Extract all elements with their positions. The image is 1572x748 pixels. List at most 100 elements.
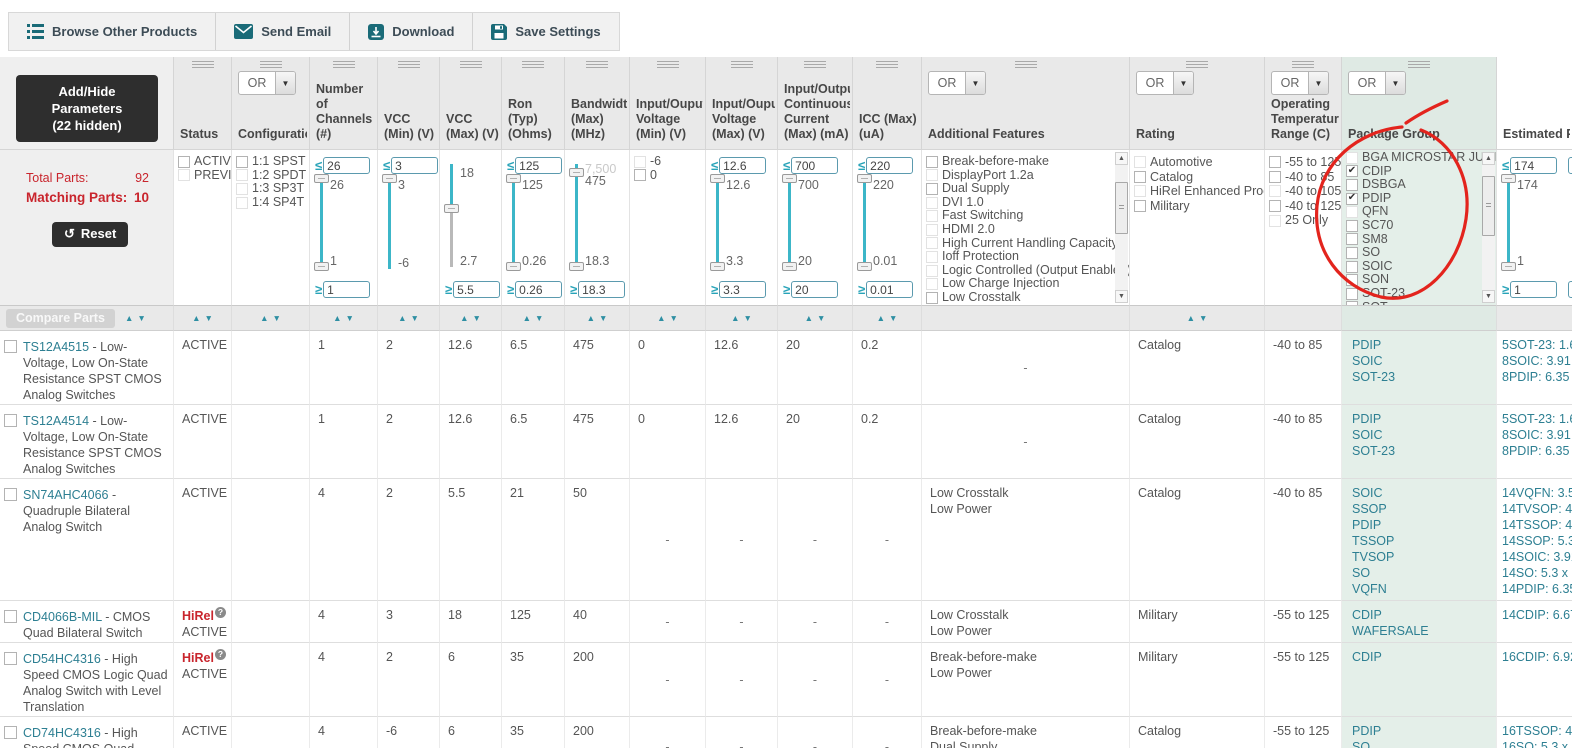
checkbox-icon[interactable] [1269, 156, 1281, 168]
checkbox-icon[interactable] [178, 156, 190, 168]
checkbox-item[interactable]: -6 [634, 155, 705, 169]
checkbox-item[interactable]: 1:4 SP4T [236, 196, 309, 210]
bandwidth-min-input[interactable] [578, 281, 625, 298]
checkbox-icon[interactable] [926, 169, 938, 181]
vcc-min-slider-handle-top[interactable] [382, 174, 397, 183]
package-link[interactable]: TSSOP [1352, 533, 1493, 549]
drag-handle-icon[interactable] [460, 61, 482, 69]
checkbox-item[interactable]: 25 Only [1269, 213, 1341, 228]
package-link[interactable]: SOIC [1352, 485, 1493, 501]
part-number-link[interactable]: CD54HC4316 [23, 652, 101, 666]
sort-arrows[interactable]: ▲▼ [460, 313, 481, 323]
ron-slider-track[interactable] [512, 177, 515, 267]
browse-other-products-button[interactable]: Browse Other Products [9, 13, 216, 50]
part-select-checkbox[interactable] [4, 652, 17, 665]
package-link[interactable]: VQFN [1352, 581, 1493, 597]
package-link[interactable]: TVSOP [1352, 549, 1493, 565]
checkbox-item[interactable]: DVI 1.0 [926, 196, 1113, 210]
checked-checkbox-icon[interactable] [1346, 165, 1358, 177]
checkbox-icon[interactable] [236, 197, 248, 209]
checkbox-icon[interactable] [634, 169, 646, 181]
drag-handle-icon[interactable] [586, 61, 608, 69]
package-link[interactable]: CDIP [1352, 607, 1493, 623]
checkbox-icon[interactable] [1269, 171, 1281, 183]
scroll-down-icon[interactable]: ▼ [1482, 290, 1495, 303]
package-link[interactable]: SOT-23 [1352, 369, 1493, 385]
part-number-link[interactable]: CD4066B-MIL [23, 610, 102, 624]
checkbox-item[interactable]: DisplayPort 1.2a [926, 169, 1113, 183]
price-link[interactable]: 8PDIP: 6.35 x [1502, 443, 1569, 459]
checkbox-item[interactable]: HiRel Enhanced Product [1134, 184, 1264, 199]
ron-slider-handle-top[interactable] [506, 174, 521, 183]
package-link[interactable]: SOT-23 [1352, 443, 1493, 459]
scroll-up-icon[interactable]: ▲ [1482, 152, 1495, 165]
checked-checkbox-icon[interactable] [1346, 193, 1358, 205]
current-max-input[interactable] [791, 157, 838, 174]
rating-or-dropdown[interactable]: OR ▼ [1136, 71, 1194, 95]
drag-handle-icon[interactable] [731, 61, 753, 69]
icc-max-input[interactable] [866, 157, 913, 174]
checkbox-icon[interactable] [236, 169, 248, 181]
package-scrollbar[interactable]: ▲ ▼ [1482, 152, 1495, 303]
sort-arrows[interactable]: ▲▼ [1187, 313, 1208, 323]
checkbox-icon[interactable] [926, 224, 938, 236]
price-link[interactable]: 14SO: 5.3 x 1 [1502, 565, 1569, 581]
io-max-min-input[interactable] [719, 281, 766, 298]
scroll-up-icon[interactable]: ▲ [1115, 152, 1128, 165]
bandwidth-slider-handle-bottom[interactable] [569, 262, 584, 271]
checkbox-item[interactable]: DSBGA [1346, 178, 1480, 192]
checkbox-icon[interactable] [1346, 152, 1358, 164]
checkbox-item[interactable]: SO [1346, 246, 1480, 260]
package-link[interactable]: CDIP [1352, 649, 1493, 665]
package-link[interactable]: PDIP [1352, 723, 1493, 739]
sort-arrows[interactable]: ▲▼ [805, 313, 826, 323]
checkbox-item[interactable]: Logic Controlled (Output Enabled) [926, 264, 1113, 278]
sort-arrows[interactable]: ▲▼ [657, 313, 678, 323]
drag-handle-icon[interactable] [657, 61, 679, 69]
save-settings-button[interactable]: Save Settings [473, 13, 618, 50]
checkbox-icon[interactable] [926, 278, 938, 290]
sort-arrows[interactable]: ▲▼ [523, 313, 544, 323]
part-number-link[interactable]: SN74AHC4066 [23, 488, 108, 502]
ron-slider-handle-bottom[interactable] [506, 262, 521, 271]
sort-arrows[interactable]: ▲▼ [587, 313, 608, 323]
checkbox-item[interactable]: SM8 [1346, 233, 1480, 247]
current-min-input[interactable] [791, 281, 838, 298]
current-slider-handle-bottom[interactable] [782, 262, 797, 271]
part-select-checkbox[interactable] [4, 340, 17, 353]
checkbox-icon[interactable] [926, 265, 938, 277]
reset-button[interactable]: ↺Reset [52, 222, 128, 247]
price-link[interactable]: 14CDIP: 6.67 [1502, 607, 1569, 623]
checkbox-icon[interactable] [1346, 247, 1358, 259]
checkbox-icon[interactable] [1134, 200, 1146, 212]
estimated-max-input[interactable] [1510, 157, 1557, 174]
checkbox-item[interactable]: -55 to 125 [1269, 155, 1341, 170]
sort-arrows[interactable]: ▲▼ [192, 313, 213, 323]
sort-arrows[interactable]: ▲▼ [398, 313, 419, 323]
checkbox-icon[interactable] [1346, 179, 1358, 191]
ron-max-input[interactable] [515, 157, 562, 174]
drag-handle-icon[interactable] [1292, 61, 1314, 69]
drag-handle-icon[interactable] [876, 61, 898, 69]
vcc-max-min-input[interactable] [453, 281, 500, 298]
package-link[interactable]: SO [1352, 565, 1493, 581]
checkbox-icon[interactable] [634, 156, 646, 168]
checkbox-icon[interactable] [1269, 215, 1281, 227]
checkbox-item[interactable]: High Current Handling Capacity [926, 237, 1113, 251]
io-max-slider-handle-top[interactable] [710, 174, 725, 183]
compare-parts-button[interactable]: Compare Parts [6, 309, 115, 328]
checkbox-icon[interactable] [926, 183, 938, 195]
price-link[interactable]: 5SOT-23: 1.6 [1502, 337, 1569, 353]
drag-handle-icon[interactable] [1186, 61, 1208, 69]
checkbox-icon[interactable] [1134, 156, 1146, 168]
checkbox-icon[interactable] [1346, 206, 1358, 218]
package-link[interactable]: SO [1352, 739, 1493, 748]
checkbox-item[interactable]: HDMI 2.0 [926, 223, 1113, 237]
checkbox-item[interactable]: Military [1134, 199, 1264, 214]
checkbox-item[interactable]: -40 to 105 [1269, 184, 1341, 199]
sort-arrows[interactable]: ▲▼ [125, 313, 146, 323]
checkbox-icon[interactable] [926, 197, 938, 209]
price-link[interactable]: 14TVSOP: 4.4 [1502, 501, 1569, 517]
current-slider-track[interactable] [788, 177, 791, 267]
checkbox-item[interactable]: Fast Switching [926, 209, 1113, 223]
